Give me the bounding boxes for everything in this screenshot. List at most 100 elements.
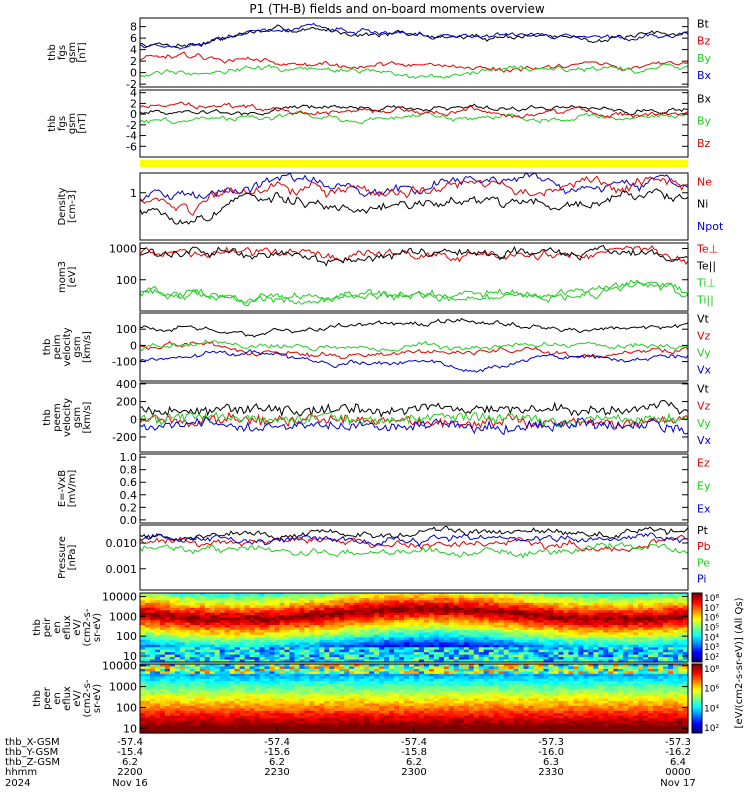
spectrogram-cell <box>269 657 276 661</box>
spectrogram-cell <box>653 597 659 601</box>
spectrogram-cell <box>324 693 330 697</box>
spectrogram-cell <box>418 639 425 643</box>
spectrogram-cell <box>488 595 495 599</box>
spectrogram-cell <box>463 654 470 658</box>
spectrogram-cell <box>468 617 475 621</box>
spectrogram-cell <box>294 595 301 599</box>
spectrogram-cell <box>643 632 649 636</box>
spectrogram-cell <box>468 605 475 609</box>
spectrogram-cell <box>309 728 315 732</box>
spectrogram-cell <box>199 627 206 631</box>
spectrogram-cell <box>189 691 196 695</box>
spectrogram-cell <box>214 600 221 604</box>
spectrogram-cell <box>548 644 555 648</box>
spectrogram-cell <box>673 632 679 636</box>
spectrogram-cell <box>438 642 445 646</box>
spectrogram-cell <box>643 652 649 656</box>
spectrogram-cell <box>418 696 425 700</box>
spectrogram-cell <box>468 629 475 634</box>
spectrogram-cell <box>433 620 440 624</box>
spectrogram-cell <box>543 602 550 606</box>
spectrogram-cell <box>598 659 604 663</box>
spectrogram-cell <box>458 632 465 636</box>
spectrogram-cell <box>244 666 251 670</box>
spectrogram-cell <box>319 659 325 663</box>
spectrogram-cell <box>184 688 191 692</box>
spectrogram-cell <box>224 649 231 653</box>
spectrogram-cell <box>418 700 425 705</box>
spectrogram-cell <box>174 673 181 677</box>
spectrogram-cell <box>528 622 535 626</box>
spectrogram-cell <box>503 632 510 636</box>
spectrogram-cell <box>204 715 211 719</box>
spectrogram-cell <box>284 610 291 614</box>
spectrogram-cell <box>140 703 146 707</box>
spectrogram-cell <box>264 644 271 648</box>
spectrogram-cell <box>648 602 654 606</box>
spectrogram-cell <box>184 725 191 729</box>
spectrogram-cell <box>603 659 609 663</box>
spectrogram-cell <box>234 723 241 727</box>
spectrogram-cell <box>140 728 146 732</box>
spectrogram-cell <box>239 610 246 614</box>
spectrogram-cell <box>234 696 241 700</box>
spectrogram-cell <box>673 595 679 599</box>
spectrogram-cell <box>603 622 609 626</box>
spectrogram-cell <box>319 681 325 685</box>
spectrogram-cell <box>174 620 181 624</box>
spectrogram-cell <box>174 715 181 719</box>
spectrogram-cell <box>384 647 390 651</box>
spectrogram-cell <box>628 637 634 641</box>
spectrogram-cell <box>658 649 664 653</box>
spectrogram-cell <box>593 597 599 601</box>
spectrogram-cell <box>354 657 360 661</box>
spectrogram-cell <box>468 610 475 614</box>
spectrogram-cell <box>468 642 475 646</box>
spectrogram-cell <box>304 610 310 614</box>
ylabel-line: [mV/m] <box>67 470 78 508</box>
spectrogram-cell <box>149 593 156 597</box>
spectrogram-cell <box>588 659 594 663</box>
spectrogram-cell <box>433 607 440 611</box>
spectrogram-cell <box>159 705 166 709</box>
spectrogram-cell <box>458 615 465 619</box>
spectrogram-cell <box>219 597 226 601</box>
spectrogram-cell <box>239 705 246 709</box>
spectrogram-cell <box>683 625 689 629</box>
spectrogram-cell <box>364 637 370 641</box>
spectrogram-cell <box>159 703 166 707</box>
spectrogram-cell <box>423 639 430 643</box>
spectrogram-cell <box>389 705 395 709</box>
spectrogram-cell <box>543 659 550 663</box>
spectrogram-cell <box>404 710 410 714</box>
spectrogram-cell <box>254 593 261 597</box>
ylabel-line: [nT] <box>77 113 88 133</box>
spectrogram-cell <box>658 612 664 616</box>
spectrogram-cell <box>409 622 415 626</box>
spectrogram-cell <box>159 620 166 624</box>
spectrogram-cell <box>279 700 286 705</box>
spectrogram-cell <box>179 617 186 621</box>
spectrogram-cell <box>488 634 495 638</box>
spectrogram-cell <box>199 696 206 700</box>
spectrogram-cell <box>633 620 639 624</box>
spectrogram-cell <box>154 698 161 702</box>
spectrogram-cell <box>399 705 405 709</box>
spectrogram-cell <box>374 700 380 705</box>
spectrogram-cell <box>354 715 360 719</box>
spectrogram-cell <box>364 659 370 663</box>
spectrogram-cell <box>448 610 455 614</box>
spectrogram-cell <box>219 657 226 661</box>
spectrogram-cell <box>374 600 380 604</box>
spectrogram-cell <box>234 622 241 626</box>
spectrogram-cell <box>623 627 629 631</box>
spectrogram-cell <box>528 654 535 658</box>
spectrogram-cell <box>194 637 201 641</box>
spectrogram-cell <box>299 593 305 597</box>
spectrogram-cell <box>428 605 435 609</box>
spectrogram-cell <box>578 659 584 663</box>
spectrogram-cell <box>234 683 241 687</box>
spectrogram-cell <box>359 664 365 668</box>
spectrogram-cell <box>154 710 161 714</box>
spectrogram-cell <box>543 644 550 648</box>
